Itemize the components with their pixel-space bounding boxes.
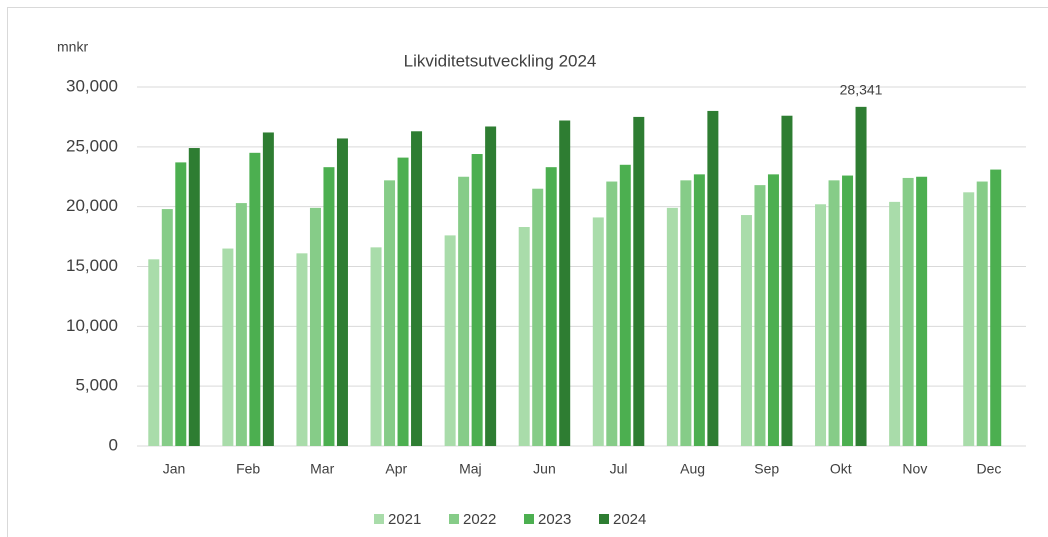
x-tick-label: Jan: [163, 461, 186, 477]
bar: [444, 235, 456, 446]
bar: [397, 157, 409, 446]
bar: [902, 177, 914, 447]
bar: [680, 180, 692, 446]
bar: [518, 227, 530, 446]
bar: [781, 115, 793, 446]
x-tick-label: Okt: [830, 461, 852, 477]
bar: [384, 180, 396, 446]
x-tick-label: Maj: [459, 461, 482, 477]
bar: [262, 132, 274, 446]
x-tick-label: Dec: [977, 461, 1002, 477]
y-tick-label: 30,000: [66, 76, 118, 95]
bar: [693, 174, 705, 446]
bar: [249, 152, 261, 447]
y-tick-label: 20,000: [66, 196, 118, 215]
bar: [592, 217, 604, 446]
x-tick-label: Apr: [385, 461, 407, 477]
y-axis-label: mnkr: [57, 39, 88, 55]
bar: [889, 201, 901, 446]
bar: [633, 116, 645, 447]
legend-swatch: [599, 514, 609, 524]
bar: [767, 174, 779, 446]
y-tick-label: 15,000: [66, 256, 118, 275]
bar: [963, 192, 975, 446]
bar: [545, 167, 557, 446]
x-tick-label: Aug: [680, 461, 705, 477]
legend-swatch: [449, 514, 459, 524]
y-tick-label: 10,000: [66, 316, 118, 335]
x-tick-label: Mar: [310, 461, 334, 477]
legend-swatch: [524, 514, 534, 524]
bar: [666, 207, 678, 446]
legend-label: 2021: [388, 511, 421, 528]
bar: [336, 138, 348, 446]
bar: [148, 259, 160, 446]
chart-frame: [7, 7, 1048, 537]
bar: [235, 203, 247, 446]
bar: [188, 148, 200, 446]
bar: [458, 176, 470, 446]
y-tick-label: 5,000: [75, 376, 118, 395]
bar: [175, 162, 187, 446]
bar: [976, 181, 988, 446]
bar: [323, 167, 335, 446]
x-tick-label: Jul: [610, 461, 628, 477]
bar: [619, 164, 631, 447]
bar: [222, 248, 234, 446]
y-tick-label: 0: [109, 435, 118, 454]
x-tick-label: Feb: [236, 461, 260, 477]
x-tick-label: Jun: [533, 461, 556, 477]
chart-title: Likviditetsutveckling 2024: [404, 51, 597, 70]
legend-label: 2023: [538, 511, 571, 528]
data-label: 28,341: [840, 82, 883, 98]
bar: [855, 106, 867, 447]
bar: [754, 185, 766, 447]
bar: [161, 209, 173, 446]
bar: [842, 175, 854, 446]
bar: [309, 207, 321, 446]
bar: [485, 126, 497, 447]
y-tick-label: 25,000: [66, 136, 118, 155]
bar: [296, 253, 308, 446]
x-tick-label: Sep: [754, 461, 779, 477]
bar: [990, 169, 1002, 446]
bar: [471, 154, 483, 446]
bar: [606, 181, 618, 446]
bar: [559, 120, 571, 447]
bar: [707, 110, 719, 446]
bar: [828, 180, 840, 446]
x-tick-label: Nov: [902, 461, 927, 477]
bar: [370, 247, 382, 446]
bar: [740, 215, 752, 446]
legend-swatch: [374, 514, 384, 524]
legend-label: 2024: [613, 511, 646, 528]
bar: [411, 131, 423, 446]
bar: [532, 188, 544, 446]
legend-label: 2022: [463, 511, 496, 528]
bar: [815, 204, 827, 446]
bar: [916, 176, 928, 446]
